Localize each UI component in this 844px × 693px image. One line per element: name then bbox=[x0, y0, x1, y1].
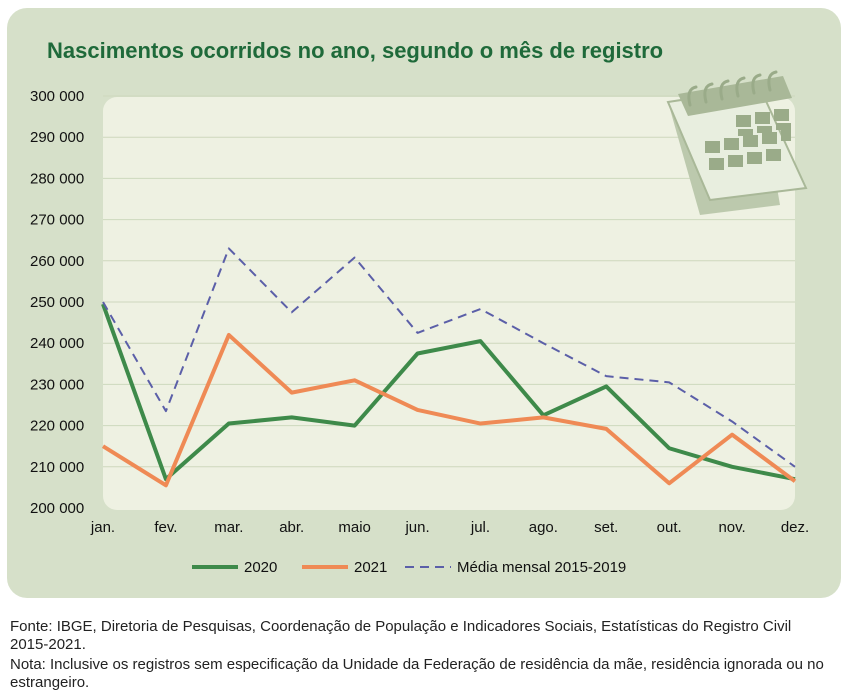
x-tick-label: mar. bbox=[214, 519, 243, 536]
x-tick-label: jun. bbox=[404, 519, 429, 536]
legend-label: 2020 bbox=[244, 559, 277, 576]
y-tick-label: 250 000 bbox=[30, 294, 84, 311]
series-line-3 bbox=[102, 247, 796, 468]
y-tick-label: 200 000 bbox=[30, 500, 84, 517]
legend: 2020 2021 Média mensal 2015-2019 bbox=[192, 559, 626, 576]
x-tick-label: out. bbox=[657, 519, 682, 536]
y-tick-label: 210 000 bbox=[30, 459, 84, 476]
x-tick-label: nov. bbox=[718, 519, 745, 536]
x-axis-tick-labels: jan. fev. mar. abr. maio jun. jul. ago. set. out.… bbox=[90, 519, 809, 536]
x-tick-label: set. bbox=[594, 519, 618, 536]
x-tick-label: maio bbox=[338, 519, 371, 536]
y-tick-label: 300 000 bbox=[30, 88, 84, 105]
y-tick-label: 290 000 bbox=[30, 129, 84, 146]
y-tick-label: 230 000 bbox=[30, 376, 84, 393]
x-tick-label: jan. bbox=[90, 519, 115, 536]
plot-area bbox=[103, 97, 795, 510]
y-tick-label: 240 000 bbox=[30, 335, 84, 352]
x-tick-label: ago. bbox=[529, 519, 558, 536]
series-line-2 bbox=[101, 332, 797, 488]
y-axis-tick-labels: 200 000 210 000 220 000 230 000 240 000 250 0… bbox=[30, 88, 84, 517]
note-footnote: Nota: Inclusive os registros sem especif… bbox=[10, 656, 824, 691]
x-tick-label: jul. bbox=[470, 519, 490, 536]
y-tick-label: 280 000 bbox=[30, 170, 84, 187]
source-footnote: Fonte: IBGE, Diretoria de Pesquisas, Coo… bbox=[10, 618, 792, 653]
series-lines bbox=[101, 247, 797, 488]
chart-title: Nascimentos ocorridos no ano, segundo o … bbox=[47, 38, 664, 63]
legend-label: Média mensal 2015-2019 bbox=[457, 559, 626, 576]
x-tick-label: dez. bbox=[781, 519, 809, 536]
calendar-icon bbox=[666, 70, 808, 215]
y-tick-label: 260 000 bbox=[30, 253, 84, 270]
y-tick-label: 220 000 bbox=[30, 418, 84, 435]
legend-label: 2021 bbox=[354, 559, 387, 576]
x-tick-label: abr. bbox=[279, 519, 304, 536]
series-line-1 bbox=[101, 303, 796, 482]
x-tick-label: fev. bbox=[154, 519, 177, 536]
y-tick-label: 270 000 bbox=[30, 212, 84, 229]
line-chart: 200 000 210 000 220 000 230 000 240 000 250 0… bbox=[30, 70, 809, 576]
